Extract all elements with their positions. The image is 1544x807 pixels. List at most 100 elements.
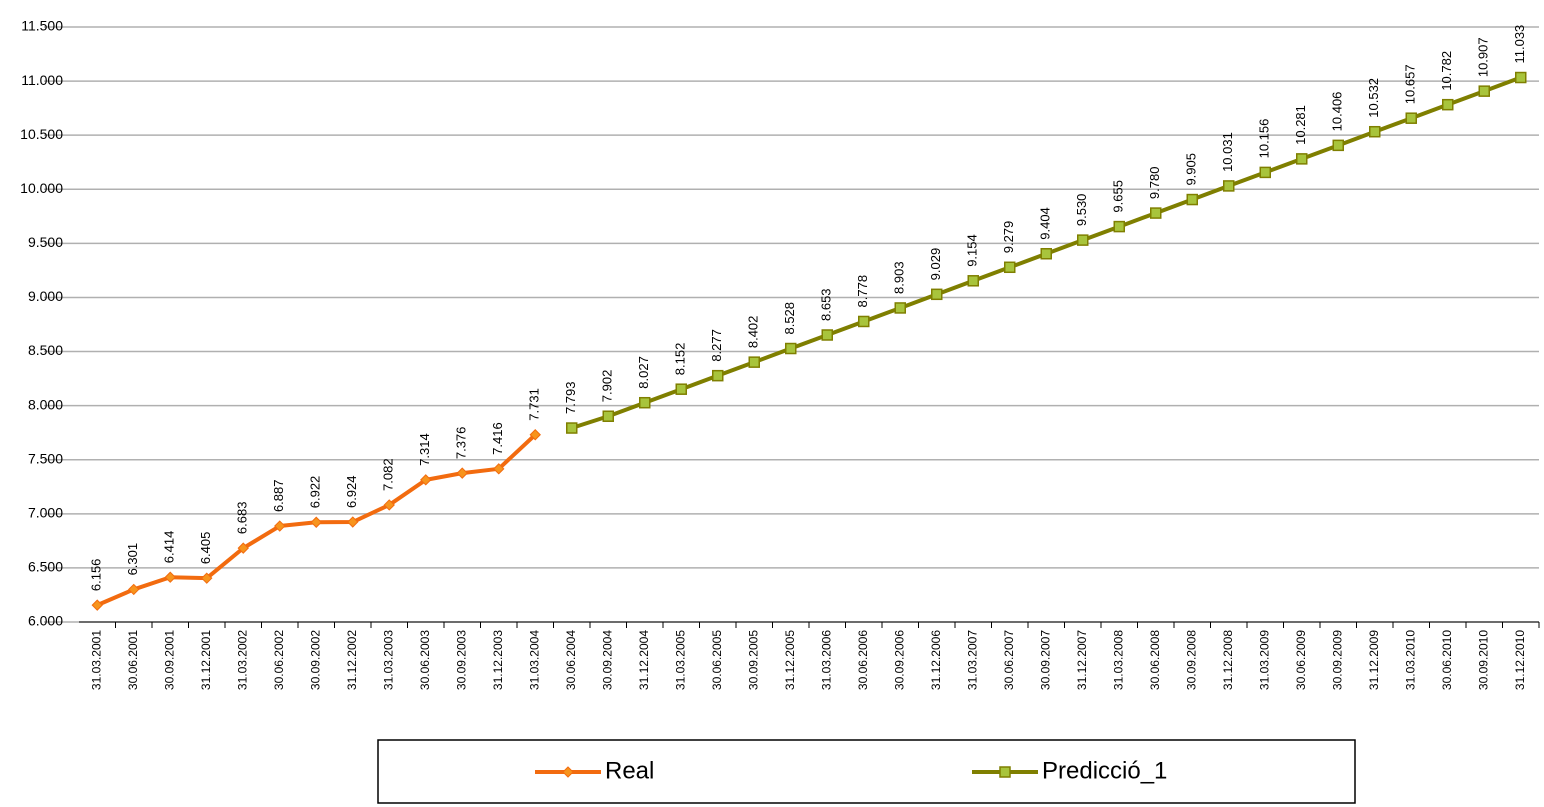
value-label: 10.281 (1293, 105, 1308, 145)
x-tick-label: 30.09.2002 (308, 630, 322, 690)
point-marker (566, 422, 578, 434)
value-label: 9.530 (1074, 194, 1089, 227)
value-label: 6.405 (198, 532, 213, 565)
x-tick-label: 30.09.2006 (892, 630, 906, 690)
point-marker (493, 463, 505, 475)
point-marker (128, 583, 140, 596)
x-tick-label: 31.03.2002 (235, 630, 249, 690)
legend-marker (999, 766, 1011, 778)
point-marker (1040, 247, 1052, 260)
x-tick-label: 31.03.2008 (1111, 630, 1125, 690)
point-marker (1186, 193, 1198, 206)
y-tick-label: 7.000 (28, 505, 63, 521)
y-tick-label: 11.000 (21, 72, 63, 88)
point-marker (237, 542, 249, 554)
value-label: 7.376 (454, 427, 469, 460)
y-tick-label: 10.500 (20, 126, 63, 142)
value-label: 8.027 (636, 356, 651, 389)
y-tick-label: 7.500 (28, 450, 63, 466)
x-tick-label: 31.03.2005 (673, 630, 687, 690)
value-label: 10.156 (1257, 119, 1272, 159)
x-tick-label: 30.06.2003 (418, 630, 432, 690)
point-marker (858, 315, 870, 328)
value-label: 9.154 (965, 234, 980, 267)
x-tick-label: 30.06.2006 (856, 630, 870, 690)
value-label: 10.406 (1330, 92, 1345, 132)
point-marker (675, 383, 687, 395)
x-tick-label: 31.03.2010 (1403, 630, 1417, 690)
point-marker (420, 474, 432, 486)
x-tick-label: 31.12.2003 (491, 630, 505, 690)
value-label: 9.279 (1001, 221, 1016, 254)
x-tick-label: 30.06.2004 (564, 630, 578, 690)
value-label: 8.903 (892, 261, 907, 294)
x-tick-label: 30.09.2008 (1184, 630, 1198, 690)
x-tick-label: 31.12.2004 (637, 630, 651, 690)
y-tick-label: 11.500 (21, 18, 63, 34)
x-tick-label: 30.06.2008 (1148, 630, 1162, 690)
x-tick-label: 31.03.2004 (527, 630, 541, 690)
value-label: 8.152 (673, 343, 688, 376)
value-label: 7.082 (381, 458, 396, 491)
legend-marker (562, 766, 574, 778)
value-label: 7.314 (417, 433, 432, 466)
value-label: 6.414 (162, 531, 177, 564)
value-label: 6.683 (235, 502, 250, 535)
point-marker (785, 342, 797, 355)
value-label: 8.528 (782, 302, 797, 335)
value-label: 7.793 (563, 381, 578, 414)
x-tick-label: 31.12.2009 (1367, 630, 1381, 690)
value-label: 9.655 (1111, 180, 1126, 213)
x-tick-label: 31.03.2003 (381, 630, 395, 690)
x-tick-label: 31.12.2001 (199, 630, 213, 690)
point-marker (91, 599, 103, 611)
legend-label: Predicció_1 (1042, 757, 1167, 784)
x-tick-label: 31.12.2007 (1075, 630, 1089, 690)
point-marker (383, 499, 395, 511)
value-label: 10.657 (1403, 64, 1418, 104)
point-marker (1113, 220, 1125, 233)
x-tick-label: 31.03.2006 (819, 630, 833, 690)
x-tick-label: 31.12.2006 (929, 630, 943, 690)
x-tick-label: 30.09.2010 (1476, 630, 1490, 690)
value-label: 8.402 (746, 316, 761, 349)
y-tick-label: 9.000 (28, 288, 63, 304)
point-marker (1150, 207, 1162, 219)
point-marker (1442, 98, 1454, 111)
value-label: 6.924 (344, 475, 359, 508)
value-label: 7.416 (490, 422, 505, 455)
value-label: 10.532 (1366, 78, 1381, 118)
point-marker (1332, 139, 1344, 152)
x-tick-label: 30.06.2001 (126, 630, 140, 690)
value-label: 7.731 (527, 388, 542, 421)
value-label: 10.782 (1439, 51, 1454, 91)
point-marker (1004, 261, 1016, 274)
x-tick-label: 30.09.2001 (162, 630, 176, 690)
value-label: 6.156 (89, 559, 104, 592)
value-label: 8.653 (819, 288, 834, 321)
point-marker (310, 516, 322, 528)
point-marker (1077, 234, 1089, 246)
point-marker (274, 520, 286, 532)
x-tick-label: 30.09.2007 (1038, 630, 1052, 690)
legend-box (377, 739, 1356, 804)
legend-label: Real (605, 757, 654, 784)
x-tick-label: 30.09.2004 (600, 630, 614, 690)
x-tick-label: 30.09.2003 (454, 630, 468, 690)
value-label: 6.301 (125, 543, 140, 576)
y-tick-label: 6.000 (28, 613, 63, 629)
point-marker (456, 467, 468, 479)
x-tick-label: 30.09.2005 (746, 630, 760, 690)
y-tick-label: 8.000 (28, 396, 63, 412)
x-tick-label: 31.03.2009 (1257, 630, 1271, 690)
point-marker (1369, 125, 1381, 138)
point-marker (201, 572, 213, 584)
point-marker (894, 302, 906, 314)
y-tick-label: 8.500 (28, 342, 63, 358)
point-marker (1296, 153, 1308, 165)
value-label: 6.887 (271, 479, 286, 512)
value-label: 10.031 (1220, 132, 1235, 172)
value-label: 11.033 (1512, 25, 1527, 64)
x-tick-label: 31.12.2010 (1513, 630, 1527, 690)
point-marker (821, 329, 833, 341)
